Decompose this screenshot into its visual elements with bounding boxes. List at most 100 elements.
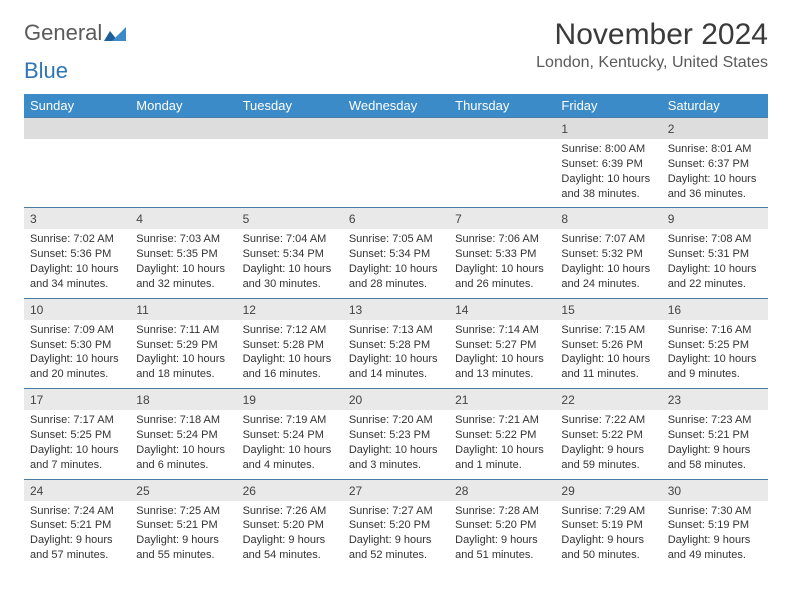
daylight-line: Daylight: 10 hours [243,352,337,367]
day-body-cell: Sunrise: 7:12 AMSunset: 5:28 PMDaylight:… [237,320,343,389]
daylight-line: and 30 minutes. [243,277,337,292]
sunrise-line: Sunrise: 7:18 AM [136,413,230,428]
weekday-header: Tuesday [237,94,343,118]
day-number-cell: 25 [130,479,236,501]
day-body-cell: Sunrise: 7:17 AMSunset: 5:25 PMDaylight:… [24,410,130,479]
day-body-cell: Sunrise: 7:29 AMSunset: 5:19 PMDaylight:… [555,501,661,569]
sunset-line: Sunset: 6:37 PM [668,157,762,172]
day-number-cell: 15 [555,298,661,320]
day-number: 28 [455,484,468,498]
weekday-header: Monday [130,94,236,118]
daylight-line: Daylight: 10 hours [136,352,230,367]
day-number-row: 3456789 [24,208,768,230]
sunrise-line: Sunrise: 7:17 AM [30,413,124,428]
daylight-line: Daylight: 9 hours [455,533,549,548]
day-body-cell: Sunrise: 7:30 AMSunset: 5:19 PMDaylight:… [662,501,768,569]
day-number-cell: 2 [662,118,768,140]
daylight-line: Daylight: 9 hours [243,533,337,548]
sunrise-line: Sunrise: 7:06 AM [455,232,549,247]
day-number-cell: 5 [237,208,343,230]
daylight-line: and 7 minutes. [30,458,124,473]
sunrise-line: Sunrise: 7:25 AM [136,504,230,519]
day-body-row: Sunrise: 7:02 AMSunset: 5:36 PMDaylight:… [24,229,768,298]
day-number: 18 [136,393,149,407]
daylight-line: Daylight: 9 hours [668,533,762,548]
sunset-line: Sunset: 5:32 PM [561,247,655,262]
day-body-cell: Sunrise: 7:27 AMSunset: 5:20 PMDaylight:… [343,501,449,569]
daylight-line: and 51 minutes. [455,548,549,563]
day-number-cell: 11 [130,298,236,320]
sunrise-line: Sunrise: 7:22 AM [561,413,655,428]
day-body-cell: Sunrise: 7:05 AMSunset: 5:34 PMDaylight:… [343,229,449,298]
day-number: 23 [668,393,681,407]
day-body-row: Sunrise: 8:00 AMSunset: 6:39 PMDaylight:… [24,139,768,208]
daylight-line: and 32 minutes. [136,277,230,292]
daylight-line: Daylight: 10 hours [349,352,443,367]
day-body-cell: Sunrise: 7:04 AMSunset: 5:34 PMDaylight:… [237,229,343,298]
day-number: 13 [349,303,362,317]
sunrise-line: Sunrise: 7:23 AM [668,413,762,428]
daylight-line: and 3 minutes. [349,458,443,473]
daylight-line: Daylight: 9 hours [136,533,230,548]
sunset-line: Sunset: 5:35 PM [136,247,230,262]
sunrise-line: Sunrise: 7:07 AM [561,232,655,247]
day-number: 27 [349,484,362,498]
sunset-line: Sunset: 5:28 PM [349,338,443,353]
sunrise-line: Sunrise: 7:04 AM [243,232,337,247]
sunrise-line: Sunrise: 7:16 AM [668,323,762,338]
calendar-body: 12Sunrise: 8:00 AMSunset: 6:39 PMDayligh… [24,118,768,569]
daylight-line: Daylight: 10 hours [455,262,549,277]
day-number-cell: 12 [237,298,343,320]
daylight-line: Daylight: 10 hours [455,352,549,367]
daylight-line: and 38 minutes. [561,187,655,202]
day-number-cell: 13 [343,298,449,320]
day-body-cell: Sunrise: 8:01 AMSunset: 6:37 PMDaylight:… [662,139,768,208]
sunset-line: Sunset: 5:24 PM [136,428,230,443]
weekday-header: Wednesday [343,94,449,118]
sunset-line: Sunset: 5:27 PM [455,338,549,353]
daylight-line: and 34 minutes. [30,277,124,292]
day-number-cell: 4 [130,208,236,230]
sunset-line: Sunset: 5:26 PM [561,338,655,353]
calendar-table: Sunday Monday Tuesday Wednesday Thursday… [24,94,768,569]
sunrise-line: Sunrise: 7:03 AM [136,232,230,247]
day-number: 7 [455,212,462,226]
day-number-row: 17181920212223 [24,389,768,411]
day-number: 3 [30,212,37,226]
day-number: 1 [561,122,568,136]
sunset-line: Sunset: 5:25 PM [30,428,124,443]
day-number: 24 [30,484,43,498]
daylight-line: and 24 minutes. [561,277,655,292]
daylight-line: Daylight: 9 hours [561,533,655,548]
daylight-line: and 6 minutes. [136,458,230,473]
sunset-line: Sunset: 5:31 PM [668,247,762,262]
day-body-cell: Sunrise: 7:19 AMSunset: 5:24 PMDaylight:… [237,410,343,479]
day-body-cell: Sunrise: 7:06 AMSunset: 5:33 PMDaylight:… [449,229,555,298]
daylight-line: Daylight: 10 hours [30,443,124,458]
daylight-line: Daylight: 10 hours [136,443,230,458]
day-body-cell: Sunrise: 7:08 AMSunset: 5:31 PMDaylight:… [662,229,768,298]
weekday-header: Thursday [449,94,555,118]
sunset-line: Sunset: 5:20 PM [349,518,443,533]
daylight-line: Daylight: 10 hours [561,172,655,187]
daylight-line: and 16 minutes. [243,367,337,382]
day-number-cell: 23 [662,389,768,411]
sunrise-line: Sunrise: 7:02 AM [30,232,124,247]
sunset-line: Sunset: 5:29 PM [136,338,230,353]
daylight-line: and 1 minute. [455,458,549,473]
day-number-cell [24,118,130,140]
day-body-cell [24,139,130,208]
day-body-cell: Sunrise: 7:26 AMSunset: 5:20 PMDaylight:… [237,501,343,569]
daylight-line: Daylight: 10 hours [561,352,655,367]
weekday-header: Saturday [662,94,768,118]
day-body-cell [343,139,449,208]
sunrise-line: Sunrise: 7:27 AM [349,504,443,519]
day-number-cell: 26 [237,479,343,501]
day-number-cell: 29 [555,479,661,501]
daylight-line: Daylight: 10 hours [668,262,762,277]
daylight-line: and 49 minutes. [668,548,762,563]
day-number: 25 [136,484,149,498]
day-body-cell: Sunrise: 8:00 AMSunset: 6:39 PMDaylight:… [555,139,661,208]
sunset-line: Sunset: 5:21 PM [136,518,230,533]
weekday-header-row: Sunday Monday Tuesday Wednesday Thursday… [24,94,768,118]
